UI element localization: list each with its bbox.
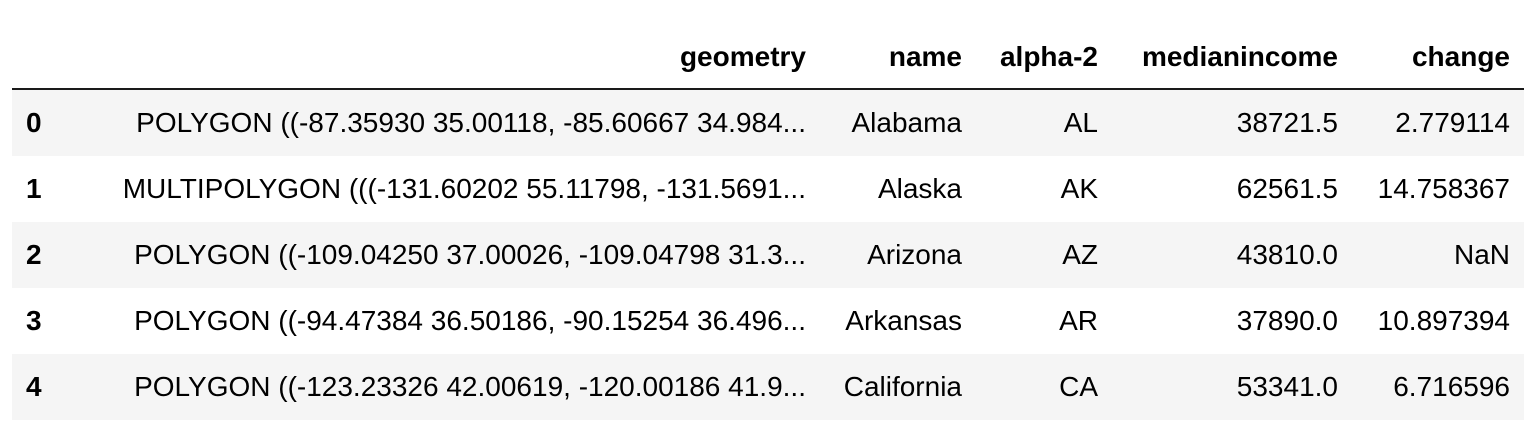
cell-name: Alabama xyxy=(851,107,962,138)
row-index: 4 xyxy=(26,371,42,402)
cell-medianincome: 53341.0 xyxy=(1236,371,1338,402)
cell-change: 14.758367 xyxy=(1377,173,1510,204)
table-row: 3 POLYGON ((-94.47384 36.50186, -90.1525… xyxy=(12,288,1524,354)
header-name: name xyxy=(820,26,976,90)
cell-change: 2.779114 xyxy=(1395,107,1510,138)
cell-alpha-2: CA xyxy=(1059,371,1098,402)
cell-geometry: POLYGON ((-123.23326 42.00619, -120.0018… xyxy=(134,371,806,402)
cell-medianincome: 43810.0 xyxy=(1236,239,1338,270)
dataframe-table: geometry name alpha-2 medianincome chang… xyxy=(12,26,1524,420)
row-index: 1 xyxy=(26,173,42,204)
header-row: geometry name alpha-2 medianincome chang… xyxy=(12,26,1524,90)
cell-geometry: MULTIPOLYGON (((-131.60202 55.11798, -13… xyxy=(122,173,806,204)
header-geometry: geometry xyxy=(52,26,820,90)
cell-change: 10.897394 xyxy=(1377,305,1510,336)
cell-geometry: POLYGON ((-109.04250 37.00026, -109.0479… xyxy=(134,239,806,270)
cell-medianincome: 38721.5 xyxy=(1236,107,1338,138)
header-medianincome: medianincome xyxy=(1112,26,1352,90)
header-alpha-2: alpha-2 xyxy=(976,26,1112,90)
cell-medianincome: 62561.5 xyxy=(1236,173,1338,204)
table-row: 0 POLYGON ((-87.35930 35.00118, -85.6066… xyxy=(12,89,1524,156)
cell-alpha-2: AL xyxy=(1063,107,1098,138)
cell-name: California xyxy=(843,371,962,402)
row-index: 2 xyxy=(26,239,42,270)
cell-name: Arkansas xyxy=(845,305,962,336)
row-index: 3 xyxy=(26,305,42,336)
cell-geometry: POLYGON ((-87.35930 35.00118, -85.60667 … xyxy=(136,107,806,138)
cell-medianincome: 37890.0 xyxy=(1236,305,1338,336)
row-index: 0 xyxy=(26,107,42,138)
table-row: 1 MULTIPOLYGON (((-131.60202 55.11798, -… xyxy=(12,156,1524,222)
dataframe-output: geometry name alpha-2 medianincome chang… xyxy=(12,26,1524,420)
cell-alpha-2: AK xyxy=(1060,173,1098,204)
cell-name: Alaska xyxy=(877,173,962,204)
cell-change: NaN xyxy=(1453,239,1510,270)
table-row: 2 POLYGON ((-109.04250 37.00026, -109.04… xyxy=(12,222,1524,288)
cell-name: Arizona xyxy=(867,239,962,270)
header-index xyxy=(12,26,52,90)
table-row: 4 POLYGON ((-123.23326 42.00619, -120.00… xyxy=(12,354,1524,420)
cell-alpha-2: AZ xyxy=(1062,239,1098,270)
cell-geometry: POLYGON ((-94.47384 36.50186, -90.15254 … xyxy=(134,305,806,336)
cell-alpha-2: AR xyxy=(1059,305,1098,336)
cell-change: 6.716596 xyxy=(1393,371,1510,402)
header-change: change xyxy=(1352,26,1524,90)
